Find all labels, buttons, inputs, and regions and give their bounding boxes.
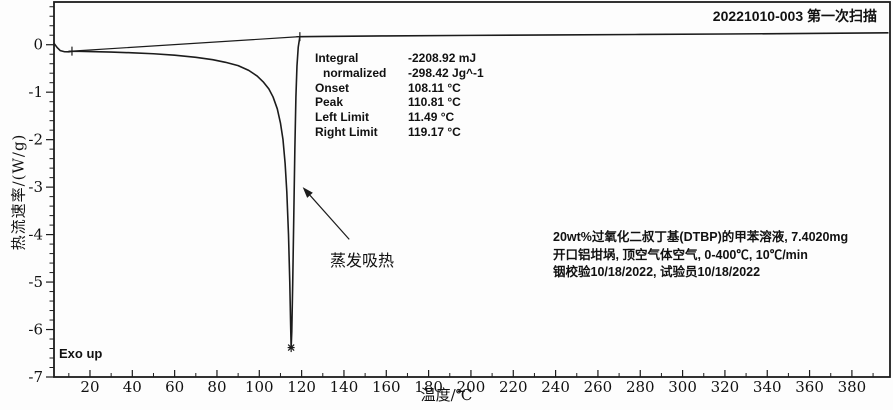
sample-info-block: 20wt%过氧化二叔丁基(DTBP)的甲苯溶液, 7.4020mg 开口铝坩埚,… (553, 229, 848, 282)
result-value-integral: -2208.92 mJ (408, 51, 477, 65)
result-value-onset: 108.11 °C (408, 80, 461, 95)
result-label-integral: Integral (315, 51, 359, 65)
integration-baseline (71, 36, 301, 52)
result-label-left-limit: Left Limit (315, 110, 369, 125)
x-tick-label: 180 (414, 378, 443, 396)
sample-info-line3: 铟校验10/18/2022, 试验员10/18/2022 (553, 265, 761, 279)
plot-border (53, 1, 891, 378)
y-tick-label: -2 (28, 131, 43, 149)
x-tick-label: 240 (541, 378, 570, 396)
sample-info-line1: 20wt%过氧化二叔丁基(DTBP)的甲苯溶液, 7.4020mg (553, 230, 849, 244)
dsc-curve (53, 32, 889, 349)
x-tick-label: 220 (499, 378, 528, 396)
result-label-right-limit: Right Limit (315, 124, 378, 139)
x-tick-label: 20 (80, 378, 99, 396)
x-tick-label: 140 (330, 378, 359, 396)
chart-title: 20221010-003 第一次扫描 (712, 8, 877, 24)
x-axis-title: 温度/℃ (420, 386, 473, 404)
result-value-left-limit: 11.49 °C (408, 110, 455, 125)
x-tick-label: 360 (795, 378, 824, 396)
x-tick-label: 340 (753, 378, 782, 396)
result-value-peak: 110.81 °C (408, 95, 461, 110)
y-tick-label: -4 (28, 226, 43, 244)
x-tick-label: 60 (165, 378, 184, 396)
y-tick-label: -5 (28, 273, 43, 291)
y-axis-title: 热流速率/(W/g) (9, 133, 28, 251)
result-label-peak: Peak (315, 95, 344, 110)
x-tick-label: 80 (207, 378, 226, 396)
result-label-onset: Onset (315, 80, 350, 95)
y-tick-label: -1 (28, 83, 43, 101)
peak-arrow-head (302, 187, 313, 198)
x-tick-label: 280 (626, 378, 655, 396)
x-tick-label: 320 (711, 378, 740, 396)
exo-up-label: Exo up (59, 346, 103, 361)
peak-minimum-marker (287, 343, 295, 353)
x-tick-label: 160 (372, 378, 401, 396)
y-tick-label: -7 (28, 368, 43, 386)
x-tick-label: 120 (287, 378, 316, 396)
result-value-right-limit: 119.17 °C (408, 124, 461, 139)
evaporation-endotherm-label: 蒸发吸热 (330, 251, 395, 270)
x-tick-label: 100 (245, 378, 274, 396)
y-tick-label: 0 (33, 36, 43, 54)
result-value-normalized: -298.42 Jg^-1 (408, 65, 484, 80)
x-tick-label: 380 (838, 378, 867, 396)
y-tick-label: -3 (28, 178, 43, 196)
result-label-normalized: normalized (323, 65, 387, 80)
integration-results-box: Integral -2208.92 mJ normalized -298.42 … (315, 51, 484, 140)
peak-arrow-line (309, 194, 350, 240)
right-limit-marker (296, 32, 304, 42)
y-tick-label: -6 (28, 321, 43, 339)
left-limit-marker (68, 46, 76, 56)
x-tick-label: 40 (123, 378, 142, 396)
x-tick-label: 300 (668, 378, 697, 396)
x-tick-label: 200 (457, 378, 486, 396)
sample-info-line2: 开口铝坩埚, 顶空气体空气, 0-400℃, 10℃/min (553, 247, 808, 262)
x-tick-label: 260 (584, 378, 613, 396)
